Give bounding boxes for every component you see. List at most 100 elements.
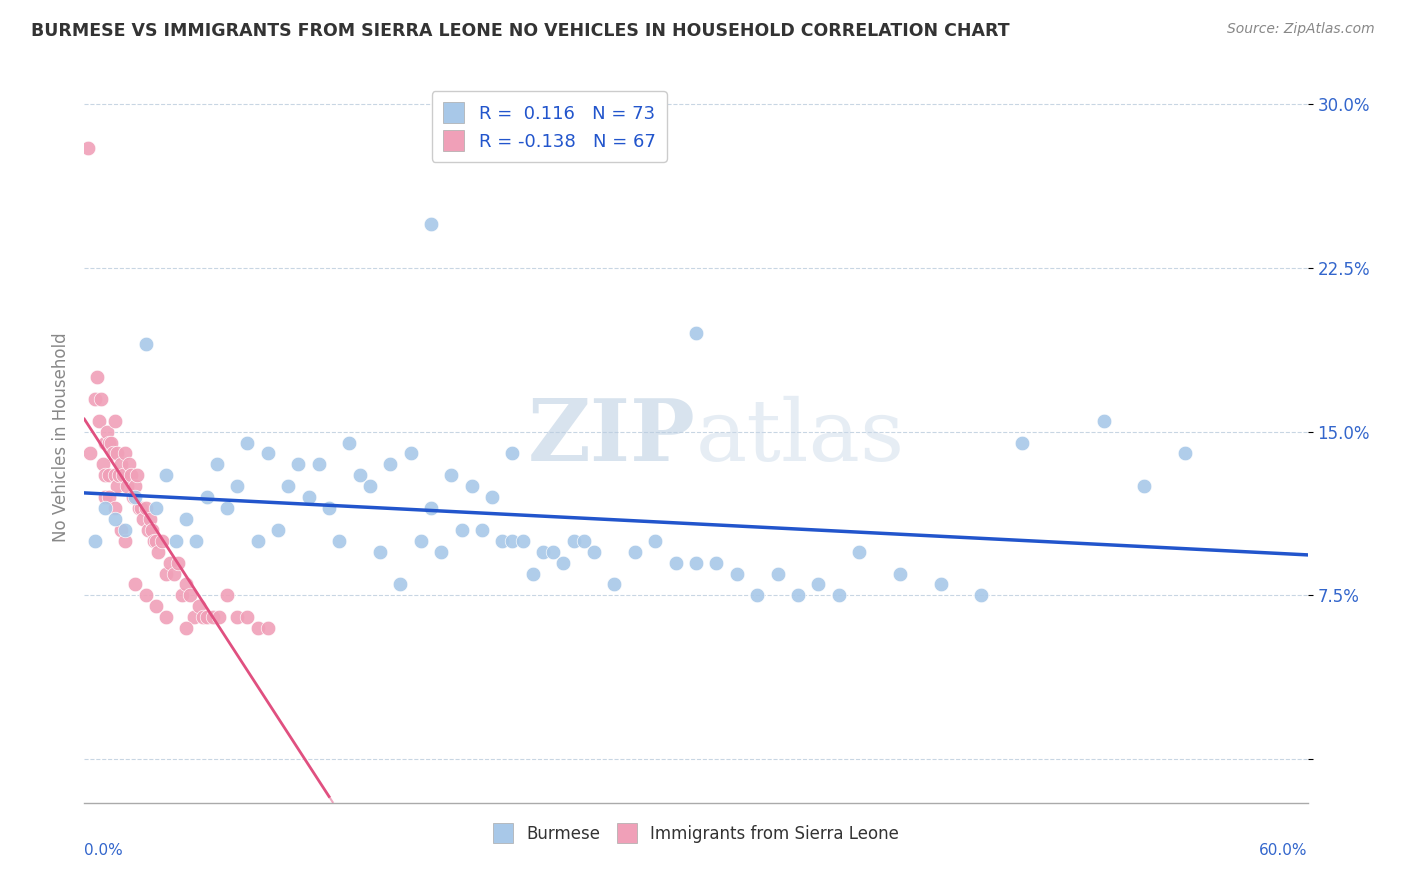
Point [685,326,707,341]
Point [163,566,186,581]
Point [110,458,132,472]
Point [159,556,181,570]
Point [172,588,194,602]
Point [512,533,534,548]
Point [122,490,145,504]
Point [90,392,112,406]
Point [86,370,108,384]
Point [1133,479,1156,493]
Point [1011,435,1033,450]
Point [104,468,127,483]
Text: ZIP: ZIP [529,395,696,479]
Point [624,545,647,559]
Point [368,545,391,559]
Point [848,545,870,559]
Point [339,435,361,450]
Point [328,533,350,548]
Point [104,501,127,516]
Point [787,588,810,602]
Point [155,468,177,483]
Point [970,588,993,602]
Point [131,501,153,516]
Point [93,435,115,450]
Point [135,501,157,516]
Point [77,141,100,155]
Point [543,545,565,559]
Point [318,501,340,516]
Text: BURMESE VS IMMIGRANTS FROM SIERRA LEONE NO VEHICLES IN HOUSEHOLD CORRELATION CHA: BURMESE VS IMMIGRANTS FROM SIERRA LEONE … [31,22,1010,40]
Point [135,588,157,602]
Point [583,545,606,559]
Point [97,490,120,504]
Point [246,533,269,548]
Point [174,577,197,591]
Point [97,468,120,483]
Point [1092,414,1115,428]
Point [127,468,149,483]
Point [236,610,259,624]
Point [145,501,167,516]
Point [349,468,371,483]
Point [450,523,472,537]
Text: atlas: atlas [696,395,905,479]
Point [420,501,443,516]
Point [828,588,851,602]
Point [145,533,167,548]
Point [929,577,952,591]
Point [104,414,127,428]
Point [440,468,463,483]
Point [246,621,269,635]
Point [128,501,150,516]
Point [100,435,122,450]
Point [87,414,110,428]
Point [399,446,422,460]
Point [93,490,115,504]
Point [766,566,789,581]
Point [174,621,197,635]
Point [135,337,157,351]
Point [155,566,177,581]
Text: 60.0%: 60.0% [1260,843,1308,858]
Point [502,446,524,460]
Legend: Burmese, Immigrants from Sierra Leone: Burmese, Immigrants from Sierra Leone [486,817,905,849]
Point [124,479,146,493]
Point [257,446,280,460]
Point [562,533,585,548]
Point [146,545,169,559]
Point [79,446,101,460]
Point [208,610,231,624]
Point [217,501,239,516]
Point [420,217,443,231]
Point [665,556,688,570]
Point [807,577,830,591]
Point [124,577,146,591]
Point [101,446,124,460]
Point [226,610,249,624]
Point [644,533,666,548]
Point [359,479,381,493]
Point [83,392,105,406]
Point [187,599,209,614]
Point [83,533,105,548]
Text: Source: ZipAtlas.com: Source: ZipAtlas.com [1227,22,1375,37]
Point [725,566,748,581]
Point [141,523,163,537]
Point [603,577,626,591]
Point [114,523,136,537]
Point [217,588,239,602]
Point [104,512,127,526]
Point [380,458,402,472]
Point [706,556,728,570]
Point [502,533,524,548]
Point [179,588,201,602]
Point [409,533,432,548]
Point [112,468,135,483]
Point [150,533,173,548]
Point [572,533,595,548]
Point [114,533,136,548]
Point [124,490,146,504]
Point [747,588,769,602]
Point [183,610,205,624]
Point [97,435,120,450]
Point [105,446,128,460]
